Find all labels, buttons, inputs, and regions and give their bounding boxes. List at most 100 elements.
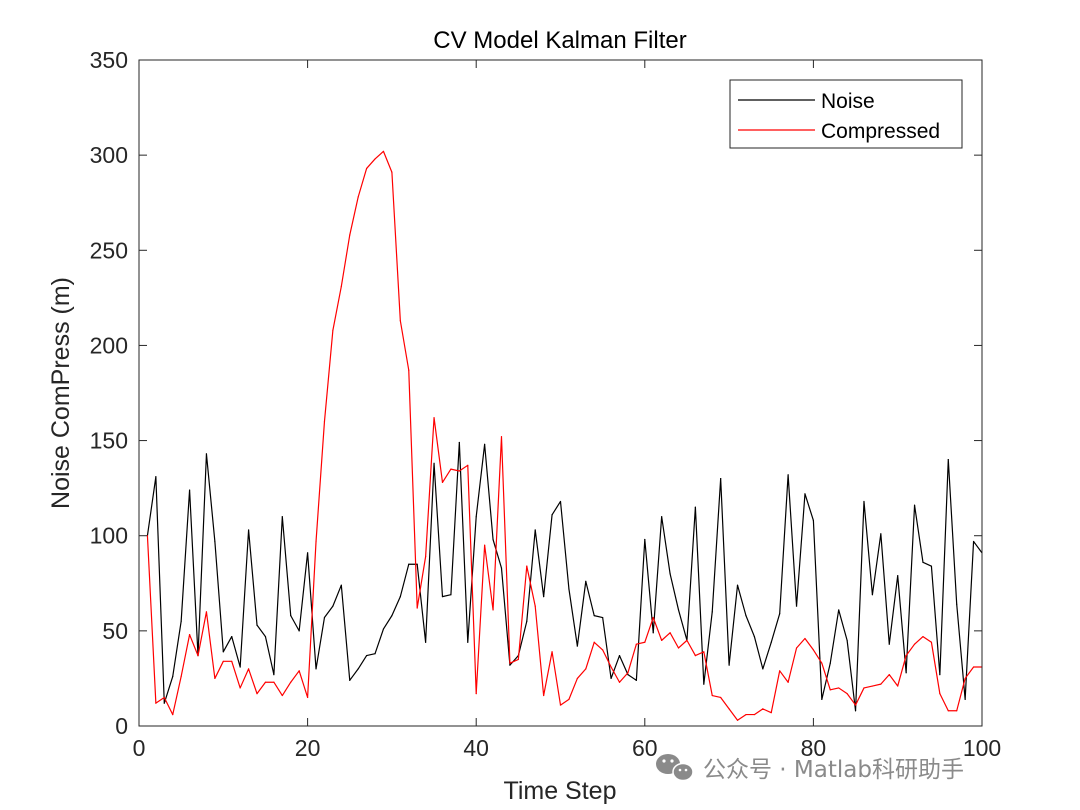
data-point-noise [728,664,730,666]
data-point-compressed [509,662,511,664]
y-tick-label: 100 [90,523,128,549]
data-point-noise [408,563,410,565]
data-point-noise [947,459,949,461]
data-point-compressed [534,605,536,607]
x-axis-label: Time Step [503,777,616,805]
x-tick-label: 20 [295,735,321,761]
data-point-compressed [711,694,713,697]
data-point-noise [239,666,241,668]
data-point-noise [484,443,486,445]
data-point-noise [323,616,326,619]
data-point-noise [779,613,781,615]
data-point-compressed [669,632,671,634]
data-point-noise [307,552,309,554]
y-tick-label: 200 [90,332,128,358]
data-point-noise [382,628,385,630]
data-point-noise [425,641,427,643]
data-point-compressed [416,607,418,609]
data-point-noise [155,476,157,478]
data-point-compressed [382,150,385,152]
data-point-compressed [930,641,933,643]
data-point-noise [568,588,570,590]
data-point-compressed [846,693,848,695]
data-point-noise [854,710,857,712]
data-point-compressed [349,234,351,236]
data-point-noise [467,641,469,643]
data-point-compressed [163,696,165,699]
data-point-compressed [821,662,823,664]
data-point-noise [804,493,806,495]
data-point-noise [281,516,283,518]
data-point-noise [736,584,739,586]
data-point-compressed [180,675,182,678]
series-compressed [146,150,983,721]
data-point-noise [897,575,899,577]
legend-label-noise: Noise [821,90,875,113]
data-point-noise [349,679,351,681]
data-point-noise [551,514,553,516]
data-point-compressed [728,708,730,710]
data-point-compressed [585,668,587,670]
data-point-compressed [543,694,545,697]
x-tick-label: 0 [133,735,146,761]
series-noise [146,441,983,712]
data-point-noise [416,563,418,565]
data-point-compressed [627,672,629,674]
data-point-compressed [795,647,798,649]
data-point-noise [450,594,452,596]
x-tick-label: 80 [801,735,827,761]
data-point-compressed [880,683,882,685]
data-point-compressed [146,535,149,537]
data-point-compressed [812,649,815,651]
data-point-noise [458,441,460,444]
data-point-noise [163,702,165,704]
data-point-compressed [863,687,865,689]
data-point-noise [770,641,772,643]
data-point-compressed [694,654,696,657]
data-point-compressed [323,420,326,423]
data-point-noise [787,474,789,476]
data-point-noise [374,653,376,655]
legend: Noise Compressed [729,79,963,149]
data-point-compressed [551,651,553,653]
data-point-compressed [425,556,427,558]
data-point-compressed [753,713,755,716]
data-point-compressed [172,713,174,716]
data-point-compressed [517,658,519,661]
data-point-compressed [366,167,368,170]
data-point-compressed [399,320,401,322]
data-point-compressed [770,712,772,714]
legend-box [729,79,963,149]
data-point-compressed [838,687,840,689]
data-point-noise [290,615,292,617]
data-point-compressed [888,674,890,676]
data-point-compressed [804,637,806,640]
data-point-compressed [281,694,283,697]
data-point-noise [391,615,393,617]
data-point-compressed [922,635,924,638]
data-point-compressed [644,641,646,643]
data-point-compressed [273,681,275,683]
data-point-noise [475,516,477,518]
data-point-noise [205,453,208,455]
data-point-noise [315,668,317,670]
data-point-noise [627,674,629,676]
data-point-compressed [905,654,907,657]
data-point-noise [838,609,840,611]
data-point-compressed [787,681,789,683]
data-point-compressed [408,369,410,371]
data-point-noise [602,616,604,619]
data-point-compressed [610,666,612,668]
data-point-noise [256,624,258,626]
data-point-compressed [593,641,595,643]
data-point-noise [576,645,578,647]
data-point-compressed [484,544,486,546]
data-point-noise [913,504,916,506]
data-point-compressed [298,670,300,672]
data-point-noise [703,683,705,685]
data-point-noise [585,580,587,582]
data-point-compressed [677,647,680,649]
watermark-text: 公众号 · Matlab科研助手 [703,757,964,783]
data-point-noise [677,609,680,611]
data-point-compressed [155,702,157,704]
